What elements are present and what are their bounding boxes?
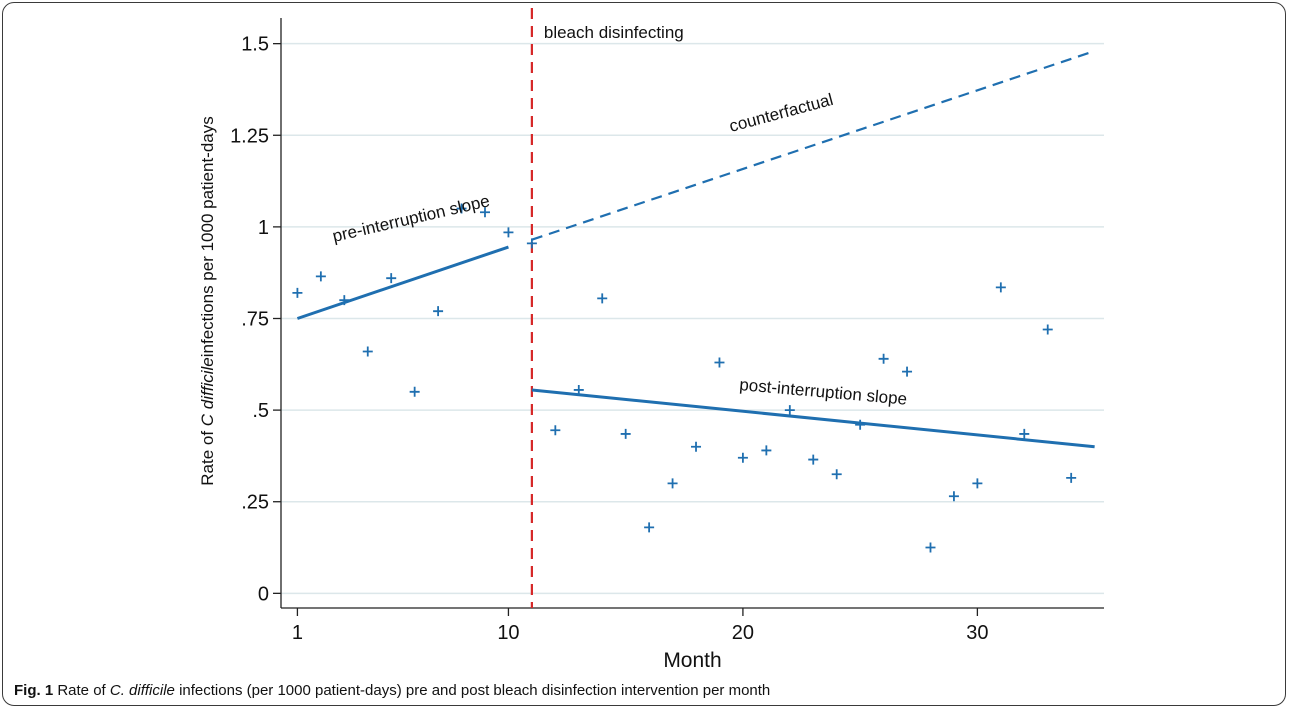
data-points (292, 203, 1077, 553)
data-point-19 (737, 452, 748, 463)
x-tick-label-3: 30 (966, 622, 988, 644)
y-axis-title-start: Rate of (198, 426, 217, 486)
data-point-30 (995, 282, 1006, 293)
data-point-18 (714, 357, 725, 368)
data-point-27 (925, 542, 936, 553)
data-point-32 (1042, 324, 1053, 335)
data-point-1 (315, 271, 326, 282)
data-point-12 (573, 384, 584, 395)
data-point-11 (550, 425, 561, 436)
data-point-0 (292, 287, 303, 298)
axes: 0 .25 .5 .75 1 1.25 1.5 1 10 20 30 Month Rate of C d… (198, 18, 1104, 672)
data-point-6 (433, 306, 444, 317)
counterfactual-label: counterfactual (727, 90, 835, 136)
counterfactual-line (531, 49, 1095, 241)
data-point-7 (456, 203, 467, 214)
data-point-4 (386, 273, 397, 284)
intervention-label: bleach disinfecting (544, 23, 684, 42)
y-tick-label-6: 1.5 (241, 34, 269, 56)
grid-lines (281, 42, 1104, 595)
data-point-31 (1019, 428, 1030, 439)
x-tick-label-1: 10 (497, 622, 519, 644)
caption-text-start: Rate of (53, 682, 110, 699)
y-axis-title-species: C difficile (198, 357, 217, 426)
caption-figure-label: Fig. 1 (14, 682, 54, 699)
x-axis-title: Month (663, 649, 721, 672)
data-point-24 (855, 419, 866, 430)
data-point-16 (667, 478, 678, 489)
post-interruption-slope-label: post-interruption slope (739, 375, 908, 409)
data-point-25 (878, 353, 889, 364)
figure-caption: Fig. 1 Rate of C. difficile infections (… (14, 682, 770, 699)
data-point-17 (691, 441, 702, 452)
data-point-23 (831, 469, 842, 480)
fit-lines (296, 8, 1095, 608)
y-tick-label-0: 0 (258, 583, 269, 605)
x-tick-label-0: 1 (292, 622, 303, 644)
data-point-5 (409, 386, 420, 397)
y-tick-label-3: .75 (241, 308, 269, 330)
data-point-28 (948, 491, 959, 502)
data-point-8 (479, 207, 490, 218)
data-point-21 (784, 405, 795, 416)
data-point-2 (339, 295, 350, 306)
caption-species-name: C. difficile (109, 682, 175, 699)
pre-interruption-slope-line (296, 245, 509, 320)
y-axis-title-end: infections per 1000 patient-days (198, 116, 217, 357)
data-point-22 (808, 454, 819, 465)
data-point-20 (761, 445, 772, 456)
y-axis-title: Rate of C difficileinfections per 1000 p… (198, 116, 217, 486)
data-point-33 (1066, 472, 1077, 483)
data-point-14 (620, 428, 631, 439)
data-point-9 (503, 227, 514, 238)
y-tick-label-1: .25 (241, 492, 269, 514)
data-point-10 (526, 238, 537, 249)
data-point-3 (362, 346, 373, 357)
post-interruption-slope-line (531, 388, 1095, 449)
caption-text-end: infections (per 1000 patient-days) pre a… (174, 682, 771, 699)
x-tick-label-2: 20 (732, 622, 754, 644)
data-point-26 (902, 366, 913, 377)
data-point-29 (972, 478, 983, 489)
data-point-15 (644, 522, 655, 533)
data-point-13 (597, 293, 608, 304)
annotations: bleach disinfecting pre-interruption slop… (331, 23, 908, 409)
y-tick-label-2: .5 (252, 400, 269, 422)
pre-interruption-slope-label: pre-interruption slope (331, 191, 492, 246)
y-tick-label-5: 1.25 (230, 125, 269, 147)
y-tick-label-4: 1 (258, 217, 269, 239)
